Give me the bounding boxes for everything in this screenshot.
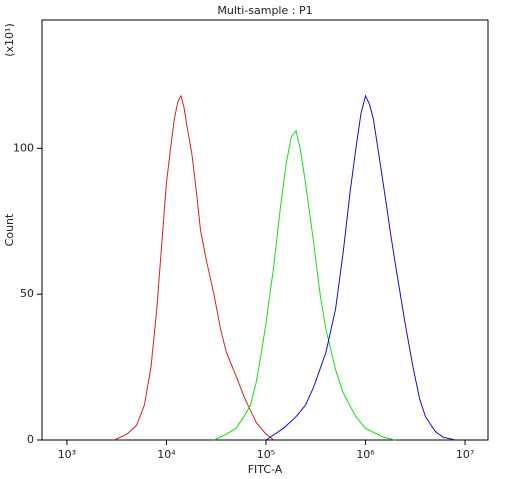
plot-frame — [41, 19, 489, 441]
y-tick-label: 50 — [20, 287, 34, 300]
x-tick-label: 10⁷ — [456, 448, 474, 461]
x-axis-label: FITC-A — [248, 463, 283, 476]
y-multiplier: (x10¹) — [3, 23, 16, 57]
chart-title: Multi-sample : P1 — [217, 4, 312, 17]
y-tick-label: 100 — [13, 141, 34, 154]
y-axis-label: Count — [3, 213, 16, 246]
x-tick-label: 10⁴ — [157, 448, 176, 461]
y-tick-label: 0 — [27, 433, 34, 446]
x-tick-label: 10⁶ — [356, 448, 375, 461]
histogram-line — [265, 94, 456, 441]
x-tick-label: 10³ — [58, 448, 76, 461]
histogram-line — [114, 94, 275, 441]
x-tick-label: 10⁵ — [257, 448, 275, 461]
histogram-line — [213, 129, 396, 441]
